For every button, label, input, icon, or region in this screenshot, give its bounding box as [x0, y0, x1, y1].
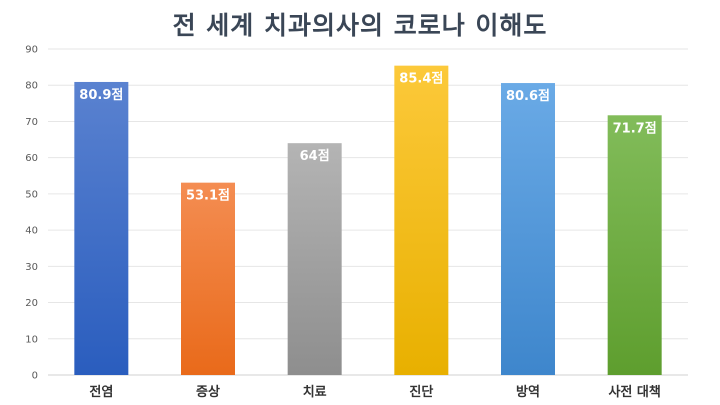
bar-6 — [607, 115, 662, 375]
category-label: 방역 — [516, 384, 540, 400]
data-label: 80.6점 — [506, 89, 550, 104]
bars — [74, 65, 662, 375]
y-tick-label: 50 — [25, 189, 38, 200]
data-labels: 80.9점 53.1점 64점 85.4점 80.6점 71.7점 — [79, 72, 656, 204]
bar-4 — [394, 65, 449, 375]
category-label: 사전 대책 — [608, 384, 660, 400]
y-tick-label: 40 — [25, 226, 38, 237]
category-label: 치료 — [303, 384, 327, 400]
bar-3 — [287, 143, 342, 375]
bar-2 — [181, 182, 235, 375]
data-label: 64점 — [300, 149, 330, 164]
x-axis-categories: 전염 증상 치료 진단 방역 사전 대책 — [89, 384, 660, 400]
y-tick-label: 80 — [25, 81, 38, 92]
y-axis-ticks: 0 10 20 30 40 50 60 70 80 90 — [25, 45, 38, 382]
y-tick-label: 70 — [25, 117, 38, 128]
data-label: 80.9점 — [79, 88, 123, 103]
y-tick-label: 60 — [25, 153, 38, 164]
data-label: 85.4점 — [399, 72, 443, 87]
y-tick-label: 20 — [25, 298, 38, 309]
category-label: 전염 — [89, 384, 113, 400]
chart-title: 전 세계 치과의사의 코로나 이해도 — [172, 11, 548, 40]
data-label: 71.7점 — [613, 121, 657, 136]
bar-1 — [74, 81, 129, 375]
category-label: 진단 — [409, 384, 433, 400]
y-tick-label: 10 — [25, 334, 38, 345]
y-tick-label: 0 — [32, 371, 38, 382]
y-tick-label: 90 — [25, 45, 38, 56]
category-label: 증상 — [196, 385, 220, 400]
y-tick-label: 30 — [25, 262, 38, 273]
gridlines — [48, 48, 688, 376]
bar-5 — [501, 83, 555, 375]
data-label: 53.1점 — [186, 189, 230, 204]
